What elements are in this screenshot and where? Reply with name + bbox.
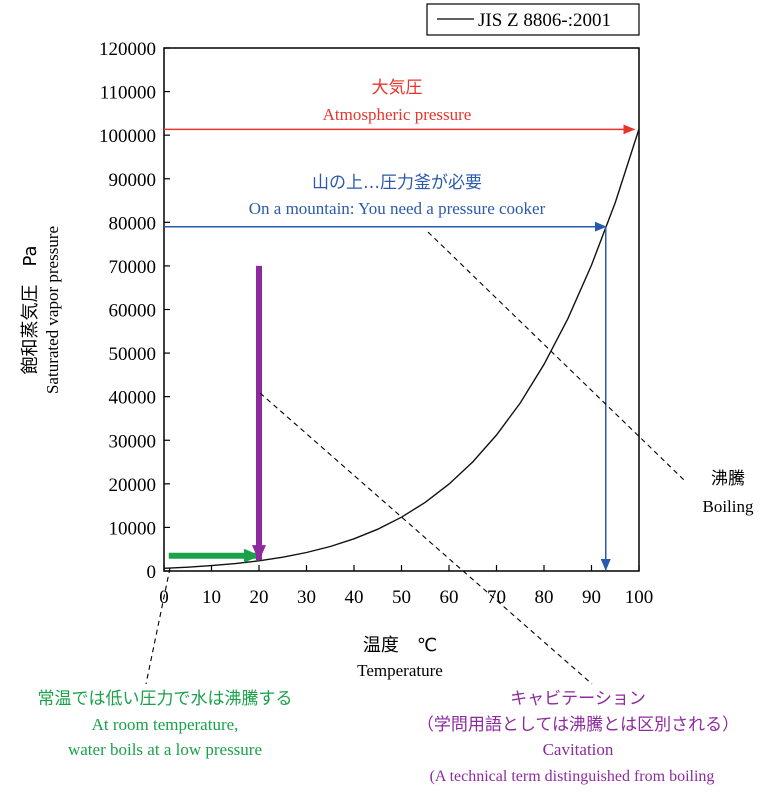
- cavitation-caption-ja-1: キャビテーション: [510, 689, 646, 709]
- cavitation-caption-en-1: Cavitation: [543, 740, 614, 759]
- legend-box: [426, 3, 640, 36]
- x-tick-label: 10: [202, 587, 221, 608]
- atmospheric-label-en: Atmospheric pressure: [323, 105, 472, 124]
- room-temp-caption-en-1: At room temperature,: [92, 715, 239, 734]
- y-tick-label: 80000: [109, 213, 157, 234]
- y-tick-label: 120000: [99, 39, 156, 60]
- y-tick-label: 30000: [109, 431, 157, 452]
- plot-frame: [163, 47, 640, 572]
- y-axis-label-en: Saturated vapor pressure: [43, 226, 62, 394]
- x-tick-label: 20: [250, 587, 269, 608]
- y-tick-label: 90000: [109, 170, 157, 191]
- cavitation-caption-en-2: (A technical term distinguished from boi…: [430, 768, 715, 785]
- legend-label: JIS Z 8806-:2001: [478, 10, 611, 31]
- boiling-label-ja: 沸騰: [711, 469, 745, 489]
- x-tick-label: 100: [625, 587, 654, 608]
- y-tick-label: 70000: [109, 257, 157, 278]
- x-tick-label: 60: [440, 587, 459, 608]
- room-temp-leader-line: [145, 567, 171, 685]
- x-tick-label: 80: [535, 587, 554, 608]
- x-tick-label: 30: [297, 587, 316, 608]
- y-tick-label: 40000: [109, 388, 157, 409]
- mountain-label-ja: 山の上…圧力釜が必要: [312, 173, 482, 193]
- room-temp-caption-ja: 常温では低い圧力で水は沸騰する: [38, 689, 293, 709]
- boiling-label-en: Boiling: [702, 497, 754, 516]
- y-tick-label: 0: [147, 562, 157, 583]
- y-tick-label: 100000: [99, 126, 156, 147]
- x-axis-label-ja: 温度 ℃: [363, 635, 437, 656]
- y-axis-label-ja: 飽和蒸気圧 Pa: [20, 245, 41, 374]
- y-tick-label: 110000: [100, 83, 156, 104]
- room-temp-caption-en-2: water boils at a low pressure: [68, 740, 262, 759]
- x-tick-label: 70: [487, 587, 506, 608]
- y-tick-label: 20000: [109, 475, 157, 496]
- cavitation-leader-line: [259, 392, 593, 685]
- y-tick-label: 60000: [109, 301, 157, 322]
- x-axis-label-en: Temperature: [357, 661, 443, 680]
- x-tick-label: 90: [582, 587, 601, 608]
- y-tick-label: 10000: [109, 518, 157, 539]
- atmospheric-label-ja: 大気圧: [372, 78, 423, 98]
- boiling-leader-line: [427, 231, 685, 481]
- mountain-label-en: On a mountain: You need a pressure cooke…: [249, 199, 546, 218]
- y-tick-label: 50000: [109, 344, 157, 365]
- x-tick-label: 40: [345, 587, 364, 608]
- x-tick-label: 50: [392, 587, 411, 608]
- y-axis: 0 10000 20000 30000 40000 50000 60000 70000 8000…: [99, 39, 170, 583]
- cavitation-caption-ja-2: （学問用語としては沸騰とは区別される）: [417, 715, 739, 735]
- series-line-jis: [163, 128, 640, 569]
